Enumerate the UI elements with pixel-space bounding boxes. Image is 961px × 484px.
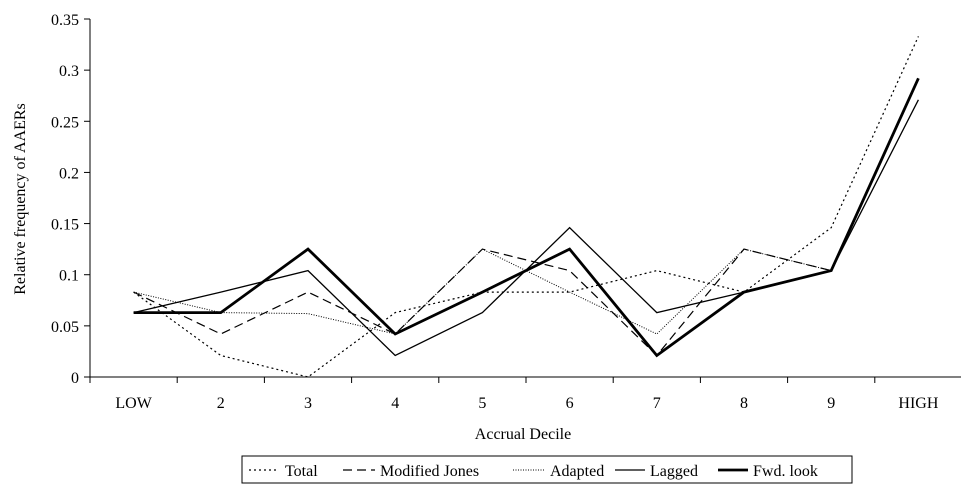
x-tick-label: 5: [478, 395, 486, 412]
series-line-lagged: [133, 99, 919, 357]
series-lines: [133, 36, 920, 378]
legend-label-fwd-look: Fwd. look: [753, 463, 818, 480]
y-tick-label: 0.05: [51, 319, 79, 336]
legend-label-adapted: Adapted: [550, 463, 604, 480]
y-tick-labels: 0 0.05 0.1 0.15 0.2 0.25 0.3 0.35: [51, 12, 79, 387]
y-tick-label: 0: [71, 370, 79, 387]
y-tick-label: 0.1: [59, 268, 79, 285]
legend: Total Modified Jones Adapted Lagged Fwd. loo…: [241, 455, 853, 484]
x-tick-label: HIGH: [898, 395, 938, 412]
series-line-adapted: [133, 78, 919, 335]
x-tick-labels: LOW 2 3 4 5 6 7 8 9 HIGH: [115, 395, 938, 412]
x-tick-label: 6: [566, 395, 574, 412]
y-tick-label: 0.2: [59, 165, 79, 182]
x-tick-label: 9: [827, 395, 835, 412]
x-tick-label: 7: [653, 395, 661, 412]
x-tick-label: LOW: [115, 395, 152, 412]
series-line-total: [133, 36, 919, 378]
y-tick-label: 0.35: [51, 12, 79, 29]
x-tick-label: 4: [391, 395, 399, 412]
axes: [84, 18, 961, 383]
series-line-modified-jones: [133, 78, 919, 357]
x-tick-label: 2: [217, 395, 225, 412]
y-axis-title: Relative frequency of AAERs: [12, 103, 29, 295]
x-axis-title: Accrual Decile: [475, 426, 571, 443]
y-tick-label: 0.15: [51, 217, 79, 234]
y-tick-label: 0.3: [59, 63, 79, 80]
legend-label-modified-jones: Modified Jones: [380, 463, 479, 480]
x-tick-label: 3: [304, 395, 312, 412]
x-tick-label: 8: [740, 395, 748, 412]
y-tick-label: 0.25: [51, 114, 79, 131]
legend-label-total: Total: [285, 463, 318, 480]
series-line-fwd-look: [133, 77, 920, 358]
legend-label-lagged: Lagged: [650, 463, 698, 480]
